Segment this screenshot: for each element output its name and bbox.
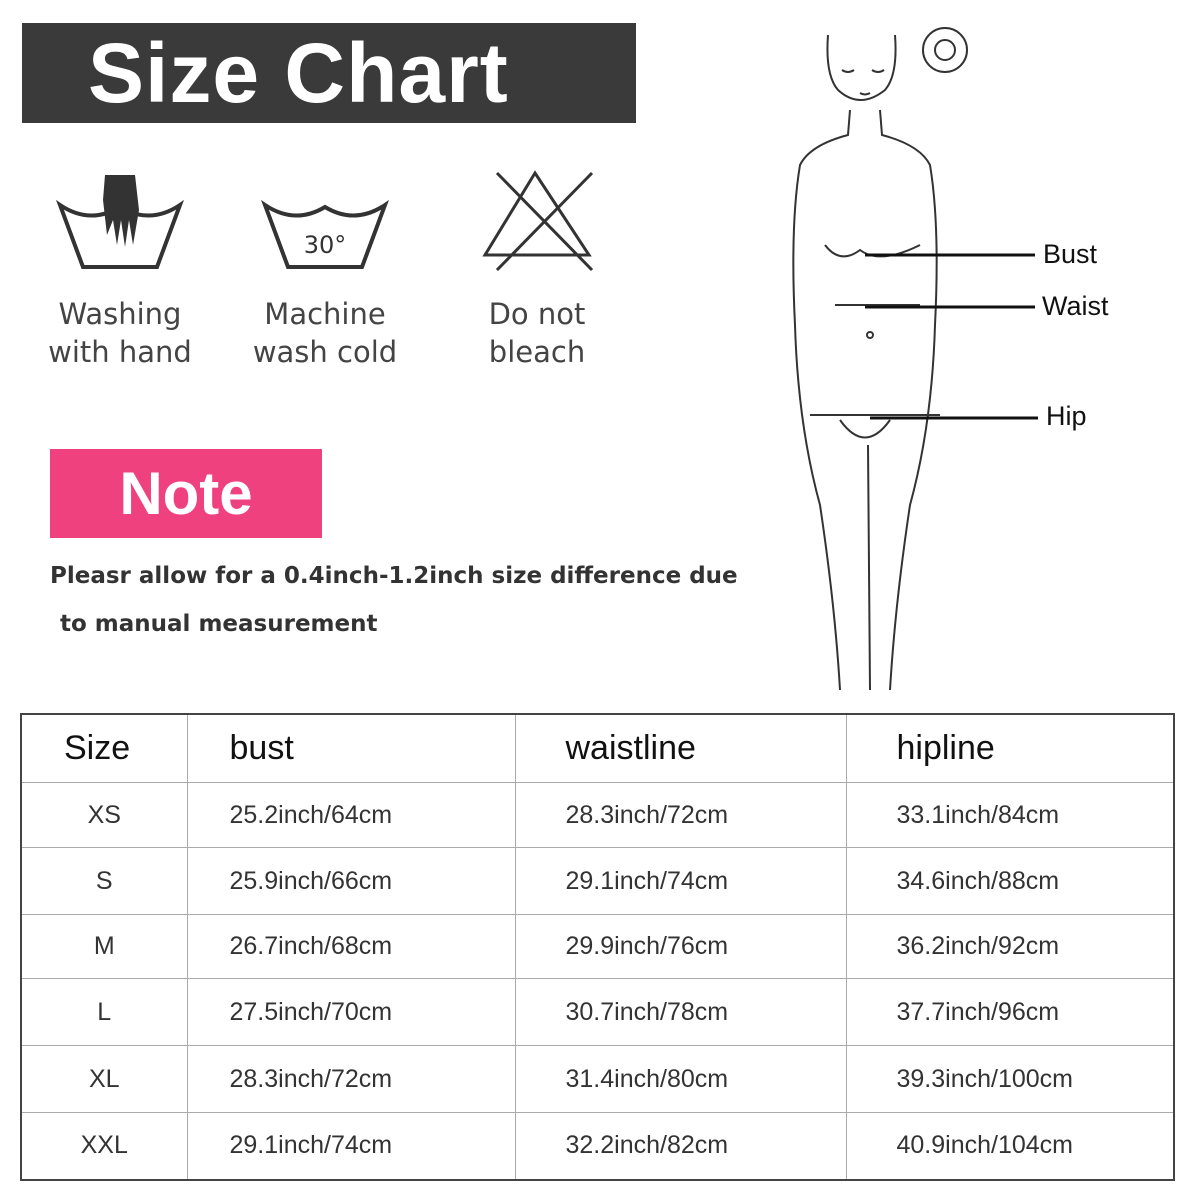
table-row: XS 25.2inch/64cm 28.3inch/72cm 33.1inch/84c… — [20, 782, 1175, 848]
hipline-cell: 39.3inch/100cm — [845, 1045, 1175, 1113]
waist-label: Waist — [1042, 291, 1109, 321]
size-cell: L — [20, 978, 188, 1046]
hipline-cell: 34.6inch/88cm — [845, 847, 1175, 915]
measure-lines — [865, 253, 1038, 420]
waistline-cell: 29.9inch/76cm — [514, 914, 847, 979]
bust-cell: 29.1inch/74cm — [186, 1112, 516, 1180]
care-label: wash cold — [252, 335, 398, 369]
size-cell: S — [20, 847, 188, 915]
hipline-cell: 33.1inch/84cm — [845, 782, 1175, 848]
care-no-bleach: Do not bleach — [452, 165, 622, 371]
table-row: L 27.5inch/70cm 30.7inch/78cm 37.7inch/96cm — [20, 978, 1175, 1046]
header-bust: bust — [186, 713, 516, 783]
bust-cell: 27.5inch/70cm — [186, 978, 516, 1046]
care-hand-wash: Washing with hand — [35, 165, 205, 371]
hip-label: Hip — [1046, 401, 1087, 431]
hipline-cell: 36.2inch/92cm — [845, 914, 1175, 979]
bust-cell: 26.7inch/68cm — [186, 914, 516, 979]
table-row: S 25.9inch/66cm 29.1inch/74cm 34.6inch/88cm — [20, 847, 1175, 915]
table-row: XXL 29.1inch/74cm 32.2inch/82cm 40.9inch/10… — [20, 1112, 1175, 1180]
size-table: Size bust waistline hipline XS 25.2inch/6… — [20, 713, 1175, 1181]
table-row: XL 28.3inch/72cm 31.4inch/80cm 39.3inch/100… — [20, 1045, 1175, 1113]
table-header-row: Size bust waistline hipline — [20, 713, 1175, 783]
care-machine-wash: 30° Machine wash cold — [240, 165, 410, 371]
header-waistline: waistline — [514, 713, 847, 783]
note-text-line1: Pleasr allow for a 0.4inch-1.2inch size … — [50, 563, 738, 589]
bust-cell: 28.3inch/72cm — [186, 1045, 516, 1113]
waistline-cell: 32.2inch/82cm — [514, 1112, 847, 1180]
header-hipline: hipline — [845, 713, 1175, 783]
note-heading: Note — [50, 449, 322, 538]
waistline-cell: 29.1inch/74cm — [514, 847, 847, 915]
machine-wash-30-icon: 30° — [260, 199, 390, 269]
page-title: Size Chart — [22, 23, 636, 123]
do-not-bleach-icon — [482, 170, 594, 272]
care-label: with hand — [48, 335, 192, 369]
care-label: Washing — [58, 297, 182, 331]
size-cell: XL — [20, 1045, 188, 1113]
bust-cell: 25.2inch/64cm — [186, 782, 516, 848]
hipline-cell: 37.7inch/96cm — [845, 978, 1175, 1046]
note-text-line2: to manual measurement — [60, 611, 378, 637]
care-label: Do not — [488, 297, 586, 331]
size-cell: XXL — [20, 1112, 188, 1180]
waistline-cell: 28.3inch/72cm — [514, 782, 847, 848]
hand-wash-icon — [55, 175, 185, 269]
care-label: bleach — [488, 335, 586, 369]
temp-label: 30° — [304, 231, 347, 259]
hipline-cell: 40.9inch/104cm — [845, 1112, 1175, 1180]
waistline-cell: 30.7inch/78cm — [514, 978, 847, 1046]
size-cell: M — [20, 914, 188, 979]
care-label: Machine — [264, 297, 386, 331]
table-row: M 26.7inch/68cm 29.9inch/76cm 36.2inch/92cm — [20, 914, 1175, 979]
waistline-cell: 31.4inch/80cm — [514, 1045, 847, 1113]
size-cell: XS — [20, 782, 188, 848]
body-figure-illustration — [792, 27, 968, 691]
header-size: Size — [20, 713, 188, 783]
bust-cell: 25.9inch/66cm — [186, 847, 516, 915]
bust-label: Bust — [1043, 239, 1098, 269]
